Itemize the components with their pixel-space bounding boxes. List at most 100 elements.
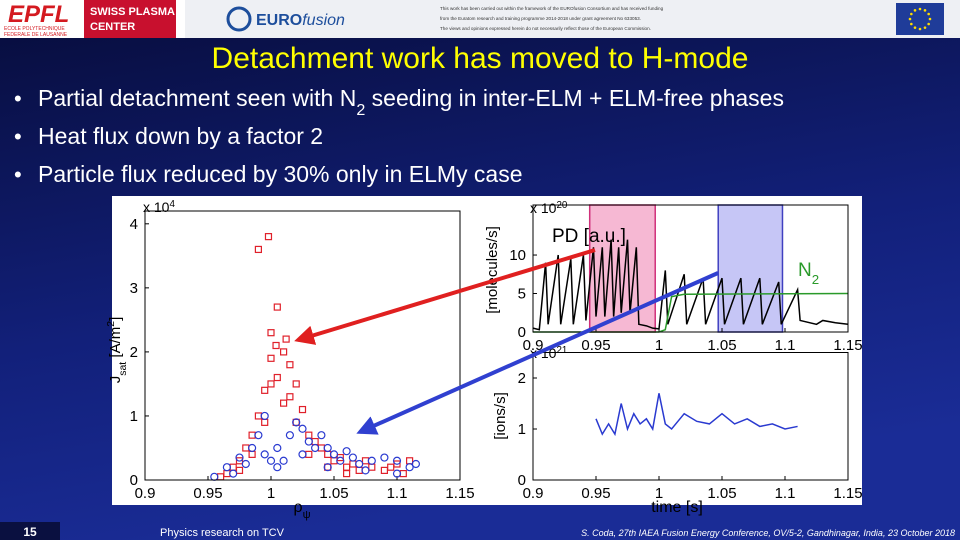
x-tick-label: 1 [655,337,663,354]
spc-logo: SWISS PLASMA [90,6,175,18]
funding-text: from the Euratom research and training p… [440,16,641,21]
eu-star [918,7,922,11]
x-tick-label: 1.1 [775,485,796,502]
axis-multiplier-part: x 10 [530,200,557,216]
bullet-text: Heat flux down by a factor 2 [38,123,323,149]
x-axis-label-part: ρ [293,499,302,516]
axis-multiplier: x 1020 [530,200,568,217]
scatter-point [311,443,320,453]
x-tick-label: 1.05 [707,485,736,502]
y-axis-label-part: J [107,376,124,384]
epfl-sub: ECOLE POLYTECHNIQUE [4,26,65,32]
shaded-region [589,205,656,332]
page-number: 15 [23,525,37,539]
x-tick-label: 1 [655,485,663,502]
y-axis-label: Jsat [A/m2] [105,317,129,384]
x-tick-label: 0.9 [523,337,544,354]
scatter-point [380,453,389,462]
scatter-point [298,424,307,433]
scatter-point [235,466,244,474]
bullet-text-part: 2 [356,101,365,119]
spc-box [84,0,176,38]
epfl-sub: FEDERALE DE LAUSANNE [4,32,68,38]
scatter-point [248,443,257,453]
panel: 0.9 0.95 1 1.05 1.1 1.15 0 5 10 [molecules/s] x 10… [484,200,863,355]
scatter-point [222,463,231,472]
bullet-text-part: Heat flux down by a factor 2 [38,123,323,149]
scatter-point [267,329,275,337]
scatter-point [267,354,275,362]
scatter-point [272,341,280,350]
bullet-dot: • [14,86,22,111]
bullet-text: Partial detachment seen with N2 seeding … [38,85,784,119]
eu-star [918,27,922,31]
scatter-point [336,456,345,465]
eu-star [923,26,927,29]
scatter-point [342,447,351,456]
x-tick-label: 0.95 [581,485,610,502]
x-tick-label: 1.15 [833,485,862,502]
scatter-point [387,463,395,471]
scatter-point [229,469,238,478]
scatter-point [273,303,281,311]
eu-star [923,9,927,12]
scatter-point [392,469,402,478]
x-axis-label-part: ψ [303,509,311,521]
funding-text: The views and opinions expressed herein … [440,26,651,31]
scatter-point [282,335,290,343]
y-tick-label: 0 [518,324,526,341]
scatter-point [280,399,288,407]
eu-star [928,17,932,21]
scatter-point [273,373,281,382]
y-tick-label: 1 [518,421,526,438]
y-axis-label-part: [molecules/s] [484,226,501,314]
annotation: PD [a.u.] [552,226,626,247]
funding-text: This work has been carried out within th… [440,6,664,11]
eurofusion-logo: EUROfusion [256,12,345,29]
scatter-point [405,463,414,472]
header-band-right [185,0,960,38]
x-axis-label-part: time [s] [651,499,703,516]
scatter-point [323,443,332,453]
scatter-point [348,453,357,462]
eurofusion-a: EURO [256,12,302,29]
x-tick-label: 0.95 [193,485,222,502]
scatter-point [254,431,263,440]
eu-star [927,12,930,16]
scatter-point [254,245,262,254]
eu-star [927,22,930,26]
y-axis-label-part: [A/m [107,327,124,362]
bullet-dot: • [14,124,22,149]
scatter-point [329,450,339,459]
scatter-point [261,386,269,394]
scatter-point [343,469,351,478]
x-axis-label: ρψ [293,499,310,521]
spc-logo: CENTER [90,21,135,33]
eu-star [910,22,913,26]
x-axis-label: time [s] [651,499,703,516]
x-tick-label: 0.9 [135,485,156,502]
axes-frame [144,210,461,481]
scatter-point [273,463,282,472]
x-tick-label: 1.15 [445,485,474,502]
x-tick-label: 0.9 [523,485,544,502]
scatter-point [392,456,402,465]
scatter-point [304,437,313,446]
eu-stars [908,7,932,31]
eu-star [913,26,917,29]
scatter-point [286,393,294,401]
axis-multiplier-part: x 10 [143,199,170,215]
annotation-part: PD [a.u.] [552,226,626,247]
y-axis-label: [molecules/s] [484,226,501,314]
scatter-point [267,380,275,388]
y-tick-label: 2 [518,370,526,387]
scatter-point [355,459,364,469]
bullet-text-part: seeding in inter-ELM + ELM-free phases [365,85,784,111]
scatter-point [298,405,307,414]
scatter-point [264,233,273,241]
arrow-blue [356,271,719,435]
bullet-text-part: Partial detachment seen with N [38,85,356,111]
y-axis-label: [ions/s] [492,392,509,440]
